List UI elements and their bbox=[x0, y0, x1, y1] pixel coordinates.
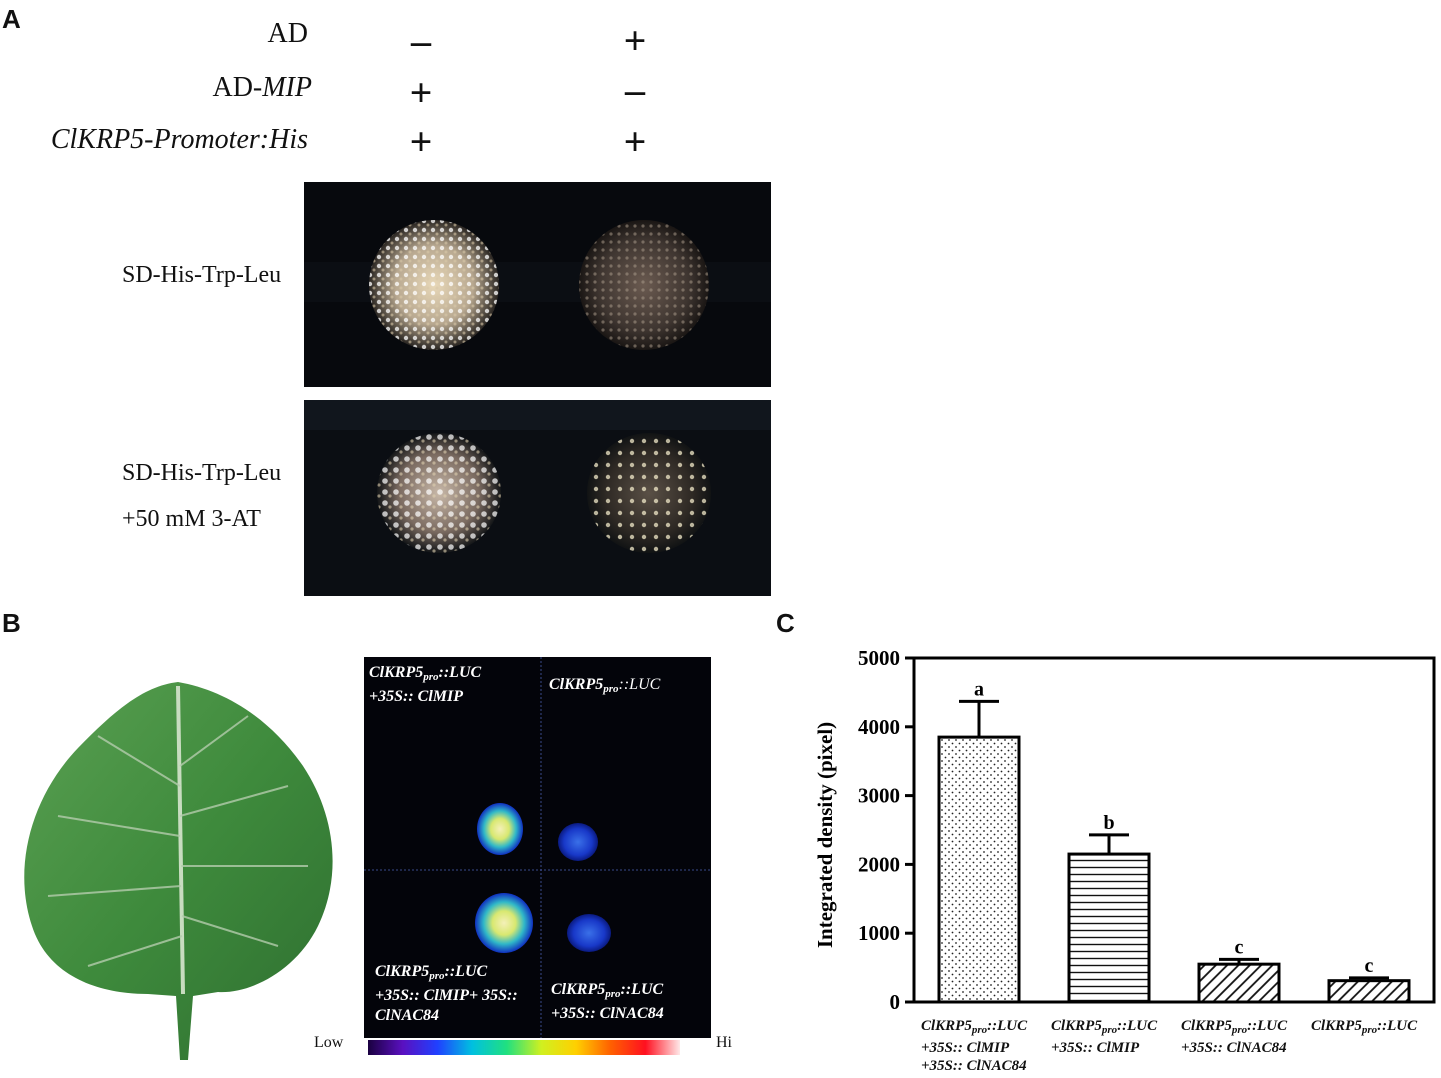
significance-letter: a bbox=[974, 678, 984, 700]
error-bar bbox=[959, 699, 999, 738]
yeast-plate-1 bbox=[304, 182, 771, 387]
luminescence-image: ClKRP5pro::LUC +35S:: ClMIP ClKRP5pro::L… bbox=[364, 657, 711, 1038]
luminescence-signals bbox=[364, 657, 711, 1038]
y-axis-label: Integrated density (pixel) bbox=[813, 722, 837, 948]
significance-letter: b bbox=[1103, 812, 1114, 834]
panel-label-b: B bbox=[2, 608, 21, 638]
plate2-label-line2: +50 mM 3-AT bbox=[122, 506, 261, 532]
quadrant-label-br: ClKRP5pro::LUC +35S:: ClNAC84 bbox=[551, 981, 664, 1022]
plate2-label: SD-His-Trp-Leu bbox=[122, 460, 282, 486]
x-category-label: ClKRP5pro::LUC +35S:: ClNAC84 bbox=[1181, 1018, 1288, 1056]
bar-chart: Integrated density (pixel) 0 1000 2000 3000… bbox=[813, 646, 1436, 1014]
error-bar bbox=[1349, 976, 1389, 981]
y-tick-label: 2000 bbox=[858, 852, 900, 876]
yeast-plate-1-image bbox=[304, 182, 771, 387]
row-label-ad: AD bbox=[267, 18, 308, 49]
x-category-label: ClKRP5pro::LUC bbox=[1311, 1018, 1418, 1036]
bar bbox=[1067, 852, 1151, 1004]
bar bbox=[1327, 979, 1411, 1004]
bar bbox=[937, 735, 1021, 1004]
x-category-label: ClKRP5pro::LUC +35S:: ClMIP bbox=[1051, 1018, 1158, 1056]
yeast-plate-2 bbox=[304, 400, 771, 596]
intensity-color-scale bbox=[368, 1040, 680, 1055]
sign-ad-col2: + bbox=[623, 18, 647, 63]
tobacco-leaf bbox=[18, 676, 348, 1060]
error-bar bbox=[1089, 833, 1129, 855]
y-tick-label: 4000 bbox=[858, 715, 900, 739]
sign-mip-col2: – bbox=[625, 67, 645, 112]
row-label-ad-mip: AD-MIP bbox=[212, 72, 312, 103]
panel-label-a: A bbox=[2, 4, 21, 34]
bar bbox=[1197, 962, 1281, 1004]
scale-high-label: Hi bbox=[716, 1034, 732, 1051]
scale-low-label: Low bbox=[314, 1034, 344, 1051]
y-tick-label: 5000 bbox=[858, 646, 900, 670]
sign-promoter-col1: + bbox=[409, 119, 433, 164]
row-label-promoter: ClKRP5-Promoter:His bbox=[50, 124, 308, 155]
y-tick-label: 1000 bbox=[858, 921, 900, 945]
x-category-label: ClKRP5pro::LUC +35S:: ClMIP +35S:: ClNAC84 bbox=[921, 1018, 1028, 1074]
y-tick-label: 0 bbox=[890, 990, 901, 1014]
significance-letter: c bbox=[1235, 936, 1244, 958]
significance-letter: c bbox=[1365, 955, 1374, 977]
yeast-plate-2-image bbox=[304, 400, 771, 596]
quadrant-label-tr: ClKRP5pro::LUC bbox=[549, 676, 661, 695]
y-tick-label: 3000 bbox=[858, 784, 900, 808]
sign-promoter-col2: + bbox=[623, 119, 647, 164]
error-bar bbox=[1219, 957, 1259, 965]
panel-label-c: C bbox=[776, 608, 795, 638]
plate1-label: SD-His-Trp-Leu bbox=[122, 262, 282, 288]
plot-frame bbox=[912, 656, 1436, 1004]
sign-ad-col1: – bbox=[411, 18, 431, 63]
quadrant-label-bl: ClKRP5pro::LUC +35S:: ClMIP+ 35S:: ClNAC… bbox=[375, 963, 518, 1024]
leaf-illustration bbox=[24, 682, 333, 1060]
quadrant-label-tl: ClKRP5pro::LUC +35S:: ClMIP bbox=[369, 664, 482, 705]
sign-mip-col1: + bbox=[409, 70, 433, 115]
